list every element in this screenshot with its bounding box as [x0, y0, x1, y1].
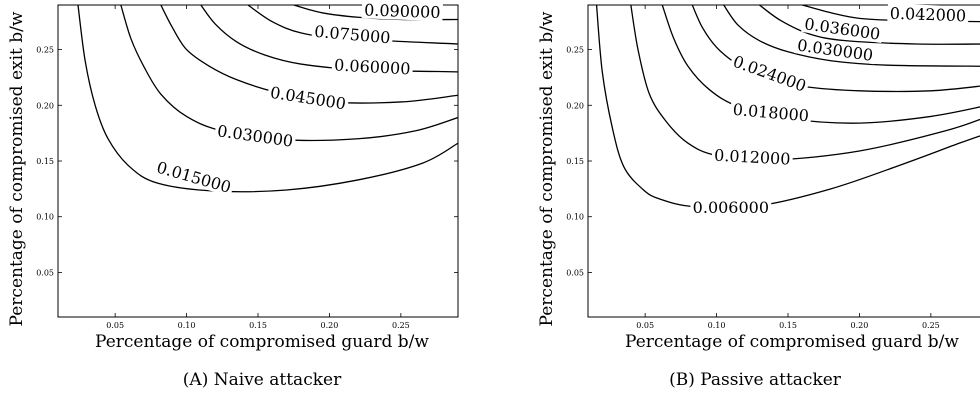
contour-label-group: 0.015000: [152, 156, 236, 197]
contour-label: 0.045000: [269, 83, 347, 114]
y-axis-label: Percentage of compromised exit b/w: [537, 11, 557, 326]
contour-label: 0.006000: [693, 198, 769, 217]
contour-label-group: 0.090000: [361, 0, 444, 22]
y-tick-label: 0.05: [566, 268, 584, 277]
y-tick-label: 0.10: [566, 213, 584, 222]
contour-line: [759, 5, 980, 45]
contour-label: 0.015000: [155, 158, 234, 197]
y-tick-label: 0.15: [36, 157, 54, 166]
y-tick-label: 0.20: [566, 101, 584, 110]
contour-label: 0.024000: [730, 52, 808, 96]
x-tick-label: 0.15: [249, 321, 267, 330]
y-tick-label: 0.15: [566, 157, 584, 166]
contour-line: [723, 5, 980, 67]
x-tick-label: 0.10: [178, 321, 196, 330]
contour-label: 0.018000: [732, 100, 810, 126]
contour-line: [160, 5, 458, 104]
panel-caption: (A) Naive attacker: [183, 370, 342, 390]
x-axis-label: Percentage of compromised guard b/w: [95, 332, 429, 352]
contour-line: [120, 5, 458, 142]
contour-label: 0.090000: [364, 0, 441, 22]
contour-line: [247, 5, 458, 45]
x-tick-label: 0.05: [636, 321, 654, 330]
contour-label-group: 0.024000: [728, 50, 811, 96]
x-tick-label: 0.05: [106, 321, 124, 330]
contour-label: 0.012000: [714, 146, 791, 169]
contour-label: 0.060000: [334, 55, 411, 78]
contour-line: [77, 5, 458, 193]
contour-label-group: 0.006000: [690, 197, 772, 217]
contour-label: 0.030000: [216, 121, 294, 150]
contour-line: [595, 5, 980, 209]
contour-label: 0.075000: [313, 22, 391, 48]
y-tick-label: 0.25: [566, 46, 584, 55]
contour-label-group: 0.060000: [331, 55, 414, 78]
contour-label-group: 0.075000: [311, 21, 394, 48]
y-tick-label: 0.20: [36, 101, 54, 110]
x-axis-label: Percentage of compromised guard b/w: [625, 332, 959, 352]
panel-caption: (B) Passive attacker: [669, 370, 842, 390]
contour-label-group: 0.018000: [729, 99, 812, 126]
x-tick-label: 0.20: [851, 321, 869, 330]
y-axis-label: Percentage of compromised exit b/w: [7, 11, 27, 326]
contour-lines: [77, 5, 458, 193]
contour-label-group: 0.042000: [887, 3, 969, 26]
y-tick-label: 0.10: [36, 213, 54, 222]
y-tick-label: 0.05: [36, 268, 54, 277]
x-tick-label: 0.15: [779, 321, 797, 330]
contour-label-group: 0.012000: [711, 145, 794, 169]
x-tick-label: 0.20: [321, 321, 339, 330]
contour-label-group: 0.045000: [266, 82, 350, 114]
panel-naive: 0.05 0.10 0.15 0.20 0.25 0.05 0.10 0.15 0.20 0.25…: [7, 0, 459, 390]
y-tick-label: 0.25: [36, 46, 54, 55]
contour-line: [630, 5, 980, 161]
x-tick-label: 0.25: [922, 321, 940, 330]
x-tick-label: 0.10: [708, 321, 726, 330]
contour-label-group: 0.030000: [214, 120, 297, 151]
x-tick-label: 0.25: [392, 321, 410, 330]
contour-label: 0.042000: [890, 4, 967, 26]
panel-passive: 0.05 0.10 0.15 0.20 0.25 0.05 0.10 0.15 0.20 0.25…: [537, 3, 980, 390]
